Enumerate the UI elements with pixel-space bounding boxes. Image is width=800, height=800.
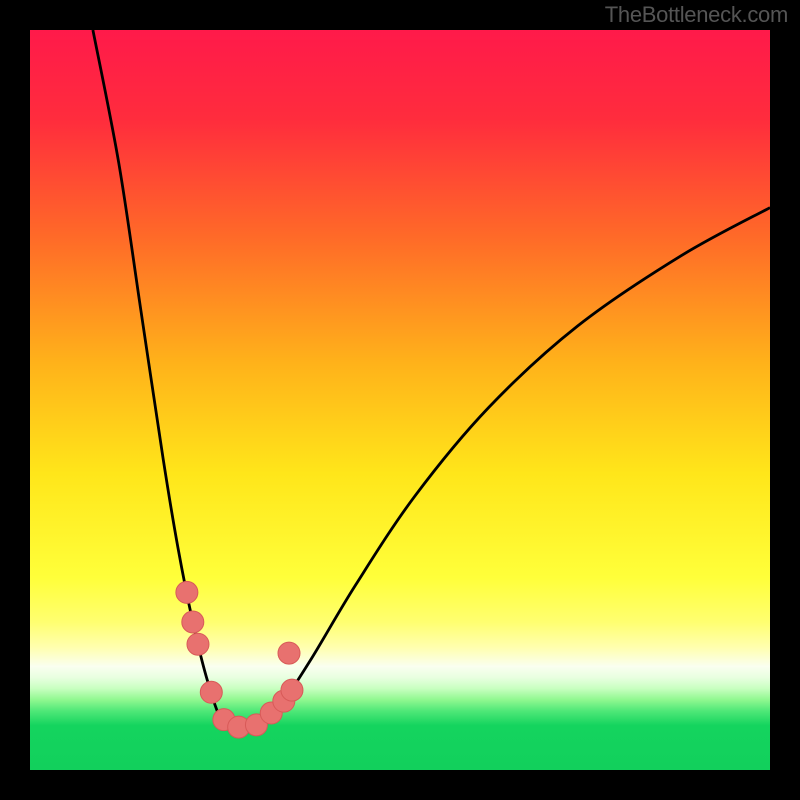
plot-area: [30, 30, 770, 770]
data-marker: [200, 681, 222, 703]
data-marker: [281, 679, 303, 701]
data-marker: [182, 611, 204, 633]
data-marker: [176, 581, 198, 603]
watermark-text: TheBottleneck.com: [605, 2, 788, 28]
data-marker: [187, 633, 209, 655]
bottleneck-curve: [30, 30, 770, 770]
data-marker: [278, 642, 300, 664]
